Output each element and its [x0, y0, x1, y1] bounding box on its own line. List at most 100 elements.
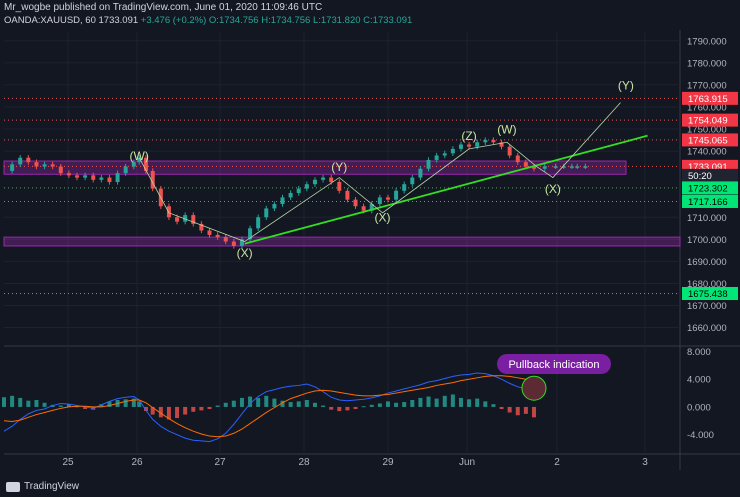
macd-line — [3, 372, 535, 443]
candle-body — [143, 157, 148, 171]
candle-body — [491, 140, 496, 143]
macd-hist-bar — [66, 404, 71, 407]
macd-hist-bar — [10, 395, 15, 407]
macd-hist-bar — [361, 406, 366, 408]
macd-y-tick-3: -4.000 — [687, 430, 714, 441]
macd-hist-bar — [131, 398, 136, 407]
candle-body — [123, 166, 128, 174]
wave-label-5: (W) — [497, 122, 516, 136]
x-tick-label-3: 28 — [298, 457, 310, 468]
candle-body — [329, 177, 334, 182]
candle-body — [91, 175, 96, 180]
symbol-line: OANDA:XAUUSD, 60 1733.091 +3.476 (+0.2%)… — [4, 15, 412, 26]
macd-hist-bar — [345, 406, 350, 411]
price-label-box-2 — [682, 133, 738, 147]
macd-hist-bar — [264, 395, 269, 407]
macd-hist-bar — [231, 400, 236, 407]
candle-body — [542, 166, 547, 169]
candle-body — [175, 217, 180, 222]
macd-hist-bar — [166, 406, 171, 420]
wave-label-6: (X) — [545, 182, 561, 196]
signal-line — [3, 375, 535, 438]
candle-body — [434, 155, 439, 160]
candle-body — [385, 197, 390, 200]
x-tick-label-1: 26 — [131, 457, 143, 468]
price-label-box-4 — [682, 168, 738, 182]
candle-body — [264, 208, 269, 218]
candle-body — [296, 188, 301, 194]
macd-hist-bar — [499, 406, 504, 410]
candle-body — [99, 177, 104, 180]
macd-hist-bar — [18, 397, 23, 407]
y-tick-label-3: 1760.000 — [687, 102, 727, 113]
macd-hist-bar — [123, 399, 128, 407]
annotation-bubble — [497, 354, 611, 374]
wave-label-7: (Y) — [618, 78, 634, 92]
candle-body — [483, 140, 488, 143]
x-tick-label-2: 27 — [214, 457, 226, 468]
candle-body — [561, 166, 566, 168]
supply-demand-zone-1 — [3, 236, 681, 247]
candle-body — [337, 181, 342, 191]
candle-body — [569, 166, 574, 168]
macd-hist-bar — [296, 401, 301, 407]
wave-label-0: (W) — [130, 149, 149, 163]
macd-y-tick-2: 0.000 — [687, 402, 711, 413]
symbol-name[interactable]: OANDA:XAUUSD, 60 — [4, 15, 96, 26]
pullback-circle — [521, 375, 547, 401]
candle-body — [583, 166, 588, 168]
price-label-5: 1723.302 — [688, 183, 728, 194]
macd-hist-bar — [34, 400, 39, 407]
macd-hist-bar — [183, 406, 188, 415]
trend-line — [244, 134, 648, 245]
candle-body — [166, 206, 171, 218]
candle-body — [115, 173, 120, 182]
macd-hist-bar — [2, 397, 6, 407]
candle-body — [369, 204, 374, 211]
macd-hist-bar — [256, 397, 261, 407]
candle-body — [467, 144, 472, 147]
candle-body — [183, 215, 188, 222]
macd-hist-bar — [239, 397, 244, 407]
candle-body — [34, 162, 39, 167]
price-label-4: 50:20 — [688, 171, 712, 182]
y-tick-label-1: 1780.000 — [687, 58, 727, 69]
candle-body — [353, 199, 358, 207]
macd-hist-bar — [483, 401, 488, 407]
tradingview-footer: TradingView — [6, 481, 79, 492]
macd-hist-bar — [42, 402, 47, 407]
x-tick-label-7: 3 — [642, 457, 648, 468]
candle-body — [58, 166, 63, 174]
candle-body — [345, 190, 350, 200]
published-line: Mr_wogbe published on TradingView.com, J… — [4, 2, 323, 13]
price-label-7: 1675.438 — [688, 289, 728, 300]
macd-hist-bar — [458, 397, 463, 407]
ohlc-values: O:1734.756 H:1734.756 L:1731.820 C:1733.… — [208, 15, 413, 26]
macd-hist-bar — [143, 406, 148, 412]
macd-hist-bar — [394, 402, 399, 407]
candle-body — [450, 148, 455, 154]
price-label-box-7 — [682, 287, 738, 301]
candle-body — [553, 166, 558, 168]
macd-hist-bar — [288, 402, 293, 407]
macd-hist-bar — [215, 405, 220, 407]
macd-hist-bar — [337, 406, 342, 412]
macd-hist-bar — [507, 406, 512, 413]
macd-hist-bar — [248, 396, 253, 407]
price-label-6: 1717.166 — [688, 197, 728, 208]
macd-hist-bar — [329, 406, 334, 410]
macd-hist-bar — [99, 404, 104, 407]
macd-hist-bar — [199, 406, 204, 411]
candle-body — [66, 173, 71, 176]
annotation-text: Pullback indication — [508, 359, 599, 371]
price-label-box-6 — [682, 194, 738, 208]
macd-y-tick-1: 4.000 — [687, 375, 711, 386]
candle-body — [239, 239, 244, 246]
macd-hist-bar — [191, 406, 196, 412]
macd-hist-bar — [369, 404, 374, 407]
last-price: 1733.091 — [98, 15, 139, 26]
wave-label-4: (Z) — [461, 129, 476, 143]
candle-body — [191, 215, 196, 224]
macd-hist-bar — [207, 406, 212, 410]
